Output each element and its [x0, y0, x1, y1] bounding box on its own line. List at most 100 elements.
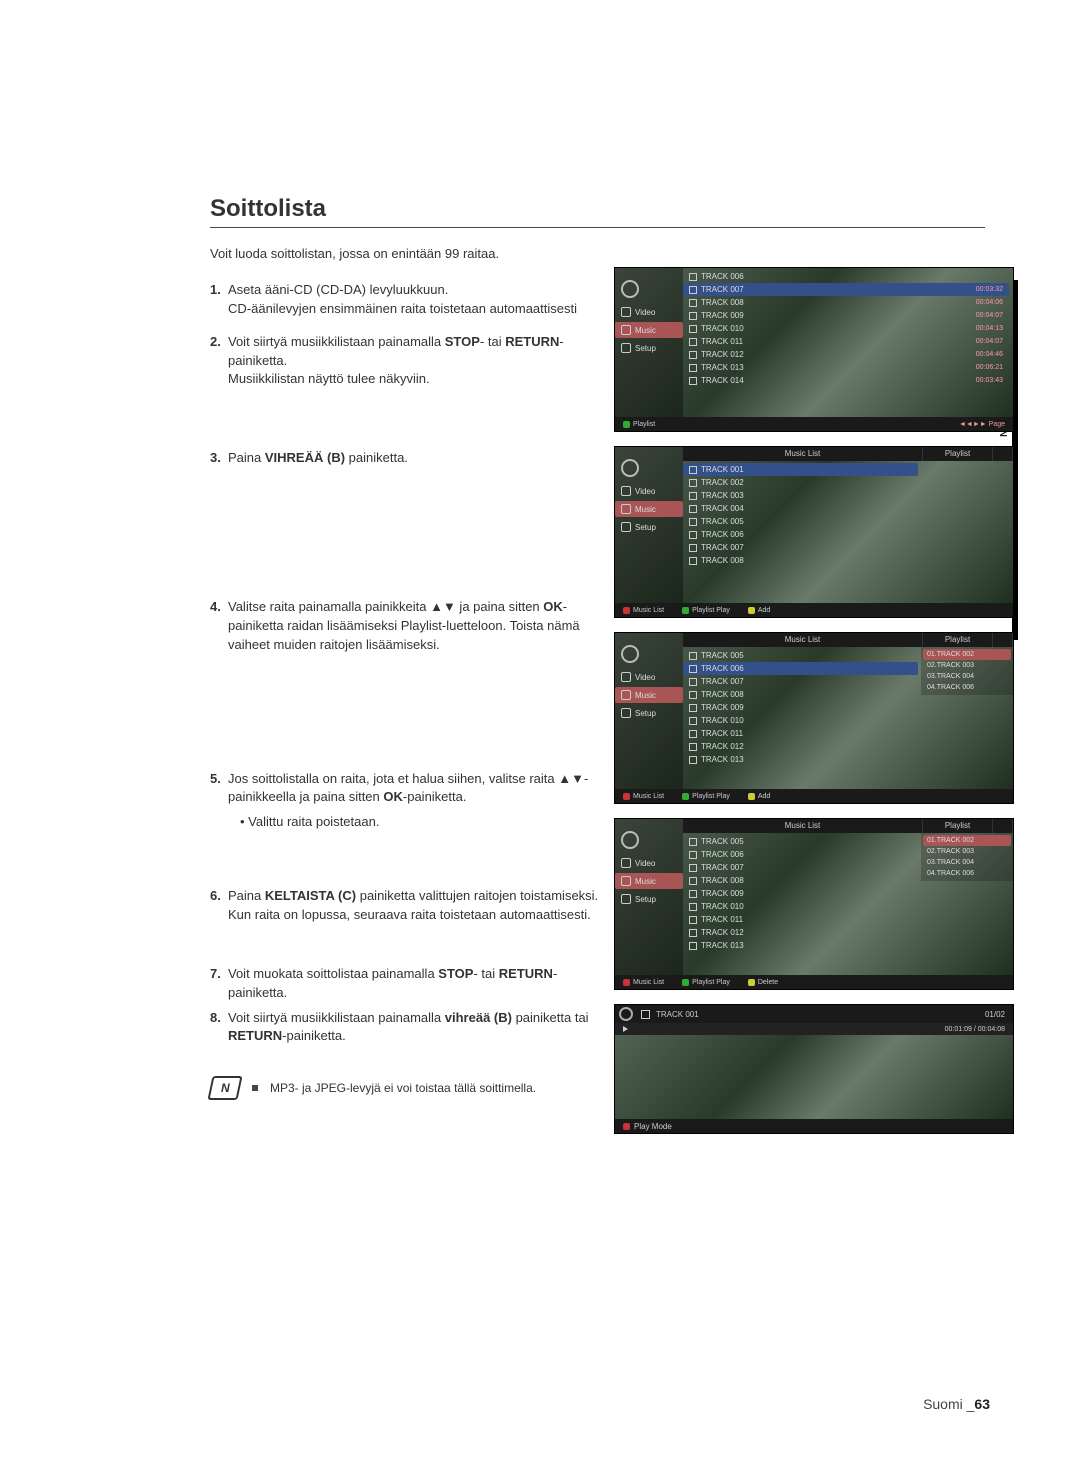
track-name: TRACK 011 [701, 915, 912, 924]
note-row: N MP3- ja JPEG-levyjä ei voi toistaa täl… [210, 1076, 610, 1100]
track-row: TRACK 00900:04:07 [683, 309, 1009, 322]
tab-musiclist: Music List [683, 819, 923, 833]
step-num: 1. [210, 281, 228, 319]
music-note-icon [689, 665, 697, 673]
track-row: TRACK 01000:04:13 [683, 322, 1009, 335]
playlist-row: 04.TRACK 006 [923, 682, 1011, 693]
play-icon [623, 1026, 628, 1032]
step-8: 8. Voit siirtyä musiikkilistaan painamal… [210, 1009, 610, 1047]
tab-blank [993, 633, 1013, 647]
sidebar-item-video: Video [615, 483, 683, 499]
music-note-icon [689, 704, 697, 712]
music-note-icon [689, 338, 697, 346]
sidebar-item-video: Video [615, 855, 683, 871]
track-name: TRACK 012 [701, 350, 976, 359]
t: OK [383, 789, 403, 804]
track-row: TRACK 011 [683, 727, 918, 740]
track-row: TRACK 003 [683, 489, 918, 502]
music-note-icon [689, 864, 697, 872]
music-note-icon [689, 557, 697, 565]
ui-footer: Music List Playlist Play Delete [615, 975, 1013, 989]
track-name: TRACK 007 [701, 543, 912, 552]
ui-sidebar: Video Music Setup [615, 633, 683, 803]
track-row: TRACK 007 [683, 541, 918, 554]
track-row: TRACK 011 [683, 913, 918, 926]
t: -painiketta. [403, 789, 467, 804]
step-num: 5. [210, 770, 228, 833]
t: Musiikkilistan näyttö tulee näkyviin. [228, 371, 430, 386]
step-6: 6. Paina KELTAISTA (C) painiketta valitt… [210, 887, 610, 925]
track-name: TRACK 009 [701, 311, 976, 320]
play-subbar: 00:01:09 / 00:04:08 [615, 1023, 1013, 1035]
step-num: 8. [210, 1009, 228, 1047]
bullet-text: • Valittu raita poistetaan. [228, 813, 610, 832]
tab-musiclist: Music List [683, 447, 923, 461]
track-name: TRACK 013 [701, 755, 912, 764]
track-time: 00:04:06 [976, 299, 1003, 306]
track-row: TRACK 001 [683, 463, 918, 476]
track-row: TRACK 006 [683, 528, 918, 541]
track-name: TRACK 006 [701, 530, 912, 539]
screenshots-column: Video Music Setup TRACK 006 TRACK 007 00:0… [614, 267, 1019, 1148]
t: Aseta ääni-CD (CD-DA) levyluukkuun. [228, 282, 448, 297]
track-row: TRACK 008 [683, 554, 918, 567]
track-row: TRACK 01100:04:07 [683, 335, 1009, 348]
music-note-icon [689, 531, 697, 539]
track-list: TRACK 001 TRACK 002 TRACK 003 TRACK 004 TRAC… [683, 461, 918, 569]
footer-btn-a: Music List [623, 607, 664, 614]
sidebar-item-video: Video [615, 304, 683, 320]
music-note-icon [689, 942, 697, 950]
music-note-icon [689, 756, 697, 764]
track-row: TRACK 002 [683, 476, 918, 489]
note-text: MP3- ja JPEG-levyjä ei voi toistaa tällä… [270, 1081, 536, 1095]
track-row: TRACK 005 [683, 835, 918, 848]
note-bullet-icon [252, 1085, 258, 1091]
footer-btn-playlist: Playlist [623, 421, 655, 428]
ui-topbar: Music List Playlist [683, 447, 1013, 461]
track-name: TRACK 011 [701, 337, 976, 346]
track-name: TRACK 011 [701, 729, 912, 738]
t: KELTAISTA (C) [265, 888, 356, 903]
track-name: TRACK 010 [701, 716, 912, 725]
footer-btn-c: Add [748, 607, 770, 614]
ui-topbar: Music List Playlist [683, 633, 1013, 647]
track-row: TRACK 013 [683, 753, 918, 766]
footer-lang: Suomi _ [923, 1396, 974, 1412]
track-time: 00:04:13 [976, 325, 1003, 332]
step-num: 3. [210, 449, 228, 468]
t: painiketta valittujen raitojen toistamis… [356, 888, 598, 903]
track-name: TRACK 009 [701, 889, 912, 898]
track-time: 00:04:07 [976, 312, 1003, 319]
sidebar-item-setup: Setup [615, 340, 683, 356]
music-note-icon [689, 929, 697, 937]
t: vihreää (B) [445, 1010, 512, 1025]
track-count: 01/02 [985, 1010, 1005, 1019]
sidebar-item-video: Video [615, 669, 683, 685]
sidebar-item-music: Music [615, 873, 683, 889]
music-note-icon [689, 466, 697, 474]
ui-footer: Music List Playlist Play Add [615, 603, 1013, 617]
track-time: 00:04:46 [976, 351, 1003, 358]
track-list: TRACK 005TRACK 006TRACK 007TRACK 008TRAC… [683, 647, 918, 768]
track-row: TRACK 008 [683, 688, 918, 701]
track-name: TRACK 001 [701, 465, 912, 474]
step-2: 2. Voit siirtyä musiikkilistaan painamal… [210, 333, 610, 390]
playlist-panel: 01.TRACK 00202.TRACK 00303.TRACK 00404.T… [921, 647, 1013, 695]
disc-icon [621, 459, 639, 477]
track-row: TRACK 010 [683, 900, 918, 913]
t: painiketta tai [512, 1010, 589, 1025]
playlist-row: 03.TRACK 004 [923, 857, 1011, 868]
intro-text: Voit luoda soittolistan, jossa on enintä… [210, 246, 985, 261]
screenshot-5: TRACK 001 01/02 00:01:09 / 00:04:08 Play… [614, 1004, 1014, 1134]
track-row: TRACK 01200:04:46 [683, 348, 1009, 361]
screenshot-2: Video Music Setup Music List Playlist TR… [614, 446, 1014, 618]
track-name: TRACK 002 [701, 478, 912, 487]
track-name: TRACK 004 [701, 504, 912, 513]
track-row: TRACK 006 [683, 270, 1009, 283]
step-text: Valitse raita painamalla painikkeita ▲▼ … [228, 598, 610, 655]
playlist-row: 04.TRACK 006 [923, 868, 1011, 879]
track-name: TRACK 008 [701, 690, 912, 699]
music-note-icon [689, 851, 697, 859]
t: STOP [438, 966, 473, 981]
track-row: TRACK 012 [683, 740, 918, 753]
